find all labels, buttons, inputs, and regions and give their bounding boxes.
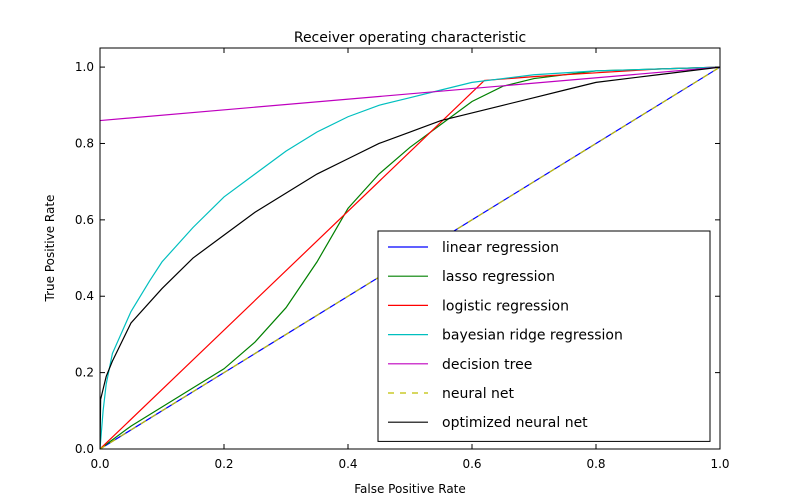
y-tick-label: 0.8 [75,136,94,150]
legend-box [377,230,711,442]
legend-label-decision-tree: decision tree [442,357,532,373]
y-tick-label: 1.0 [75,60,94,74]
legend-label-optimized-neural-net: optimized neural net [442,415,588,431]
chart-title: Receiver operating characteristic [294,30,526,46]
legend-label-bayesian-ridge-regression: bayesian ridge regression [442,328,623,344]
plot-area-frame [99,47,721,450]
legend-label-logistic-regression: logistic regression [442,298,569,314]
legend-label-lasso-regression: lasso regression [442,269,555,285]
x-tick-label: 0.2 [214,457,233,471]
series-line-optimized-neural-net [100,66,720,449]
axis-ticks: 0.0 0.2 0.4 0.6 0.8 1.0 0.0 0.2 0.4 0.6 0.8 1.0 [75,48,730,471]
x-tick-label: 0.0 [90,457,109,471]
legend-label-neural-net: neural net [442,386,515,402]
y-tick-label: 0.6 [75,213,94,227]
x-tick-label: 0.4 [338,457,357,471]
y-tick-label: 0.0 [75,442,94,456]
legend: linear regression lasso regression logisti… [377,230,711,442]
series-line-decision-tree [100,66,720,122]
x-axis-label: False Positive Rate [354,482,466,496]
y-axis-label: True Positive Rate [43,195,57,303]
series-line-bayesian-ridge-regression [100,66,720,449]
y-tick-label: 0.4 [75,289,94,303]
x-tick-label: 0.8 [586,457,605,471]
series-line-lasso-regression [100,66,720,449]
x-tick-label: 1.0 [710,457,729,471]
legend-label-linear-regression: linear regression [442,240,559,256]
x-tick-label: 0.6 [462,457,481,471]
y-tick-label: 0.2 [75,366,94,380]
